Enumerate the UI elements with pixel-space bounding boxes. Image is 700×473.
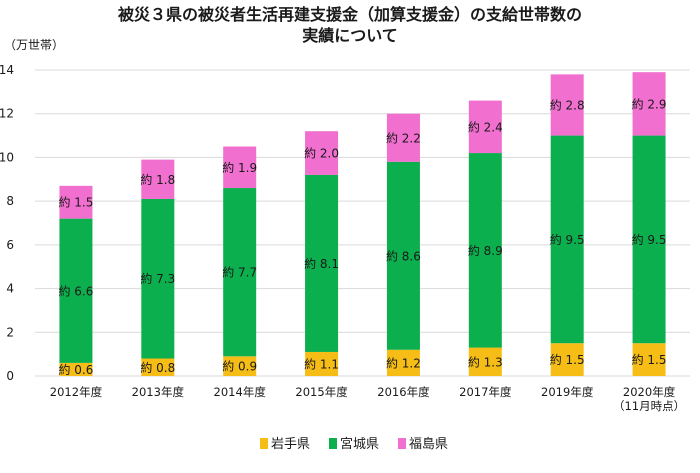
bar-福島県-6 xyxy=(550,74,584,136)
bar-宮城県-2 xyxy=(223,188,257,357)
y-tick-label-7: 14 xyxy=(0,63,14,77)
bar-宮城県-4 xyxy=(386,161,420,350)
bar-岩手県-7 xyxy=(632,343,666,376)
bar-福島県-4 xyxy=(386,113,420,162)
data-label-福島県-6: 約 2.8 xyxy=(550,97,585,112)
y-tick-label-5: 10 xyxy=(0,150,14,164)
x-tick-label-6-0: 2019年度 xyxy=(541,385,594,399)
data-label-福島県-2: 約 1.9 xyxy=(222,160,257,175)
legend-swatch-福島県 xyxy=(398,438,406,449)
x-tick-label-0-0: 2012年度 xyxy=(50,385,103,399)
legend-label-宮城県: 宮城県 xyxy=(340,436,379,452)
data-label-福島県-7: 約 2.9 xyxy=(632,96,667,111)
bar-岩手県-0 xyxy=(59,362,93,376)
x-tick-label-1-0: 2013年度 xyxy=(132,385,185,399)
x-tick-label-5-0: 2017年度 xyxy=(459,385,512,399)
data-label-岩手県-1: 約 0.8 xyxy=(140,360,175,375)
y-tick-label-4: 8 xyxy=(6,194,14,208)
y-tick-label-6: 12 xyxy=(0,107,14,121)
data-label-宮城県-3: 約 8.1 xyxy=(304,256,339,271)
data-label-福島県-1: 約 1.8 xyxy=(140,172,175,187)
legend-label-岩手県: 岩手県 xyxy=(271,437,310,452)
legend-swatch-宮城県 xyxy=(329,438,337,449)
bar-宮城県-6 xyxy=(550,135,584,344)
data-label-岩手県-4: 約 1.2 xyxy=(386,355,421,370)
bar-福島県-2 xyxy=(223,146,257,189)
bar-岩手県-1 xyxy=(141,358,175,376)
bar-宮城県-5 xyxy=(468,153,502,348)
data-label-岩手県-7: 約 1.5 xyxy=(632,352,667,367)
bar-福島県-1 xyxy=(141,159,175,199)
legend-label-福島県: 福島県 xyxy=(409,437,448,452)
data-label-福島県-3: 約 2.0 xyxy=(304,146,339,161)
data-label-岩手県-2: 約 0.9 xyxy=(222,359,257,374)
data-label-宮城県-2: 約 7.7 xyxy=(222,265,257,280)
y-tick-label-2: 4 xyxy=(6,282,14,296)
bar-岩手県-4 xyxy=(386,349,420,376)
x-tick-label-4-0: 2016年度 xyxy=(377,385,430,399)
chart-title-line-2: 実績について xyxy=(302,26,398,45)
bar-岩手県-5 xyxy=(468,347,502,376)
data-label-福島県-4: 約 2.2 xyxy=(386,130,421,145)
bar-宮城県-7 xyxy=(632,135,666,344)
bar-岩手県-2 xyxy=(223,356,257,376)
y-axis-unit: （万世帯） xyxy=(4,38,64,52)
x-tick-label-7-1: （11月時点） xyxy=(613,399,685,413)
bar-岩手県-3 xyxy=(305,351,339,376)
legend-swatch-岩手県 xyxy=(260,438,268,449)
data-label-岩手県-0: 約 0.6 xyxy=(58,362,93,377)
bar-宮城県-0 xyxy=(59,218,93,363)
bar-宮城県-1 xyxy=(141,198,175,359)
x-tick-label-3-0: 2015年度 xyxy=(295,385,348,399)
bar-福島県-5 xyxy=(468,100,502,154)
data-label-宮城県-1: 約 7.3 xyxy=(140,271,175,286)
chart-title-line-1: 被災３県の被災者生活再建支援金（加算支援金）の支給世帯数の xyxy=(118,5,582,24)
data-label-宮城県-7: 約 9.5 xyxy=(632,232,667,247)
bar-福島県-3 xyxy=(305,131,339,175)
data-label-岩手県-5: 約 1.3 xyxy=(468,354,503,369)
x-tick-label-7-0: 2020年度 xyxy=(623,385,676,399)
y-tick-label-0: 0 xyxy=(6,369,14,383)
data-label-宮城県-6: 約 9.5 xyxy=(550,232,585,247)
y-tick-label-1: 2 xyxy=(6,325,14,339)
data-label-宮城県-4: 約 8.6 xyxy=(386,248,421,263)
data-label-福島県-5: 約 2.4 xyxy=(468,119,503,134)
data-label-岩手県-6: 約 1.5 xyxy=(550,352,585,367)
bar-岩手県-6 xyxy=(550,343,584,376)
data-label-岩手県-3: 約 1.1 xyxy=(304,356,339,371)
bar-福島県-7 xyxy=(632,72,666,136)
data-label-宮城県-0: 約 6.6 xyxy=(58,283,93,298)
y-tick-label-3: 6 xyxy=(6,238,14,252)
data-label-福島県-0: 約 1.5 xyxy=(58,195,93,210)
bar-宮城県-3 xyxy=(305,174,339,352)
x-tick-label-2-0: 2014年度 xyxy=(214,385,267,399)
bar-福島県-0 xyxy=(59,185,93,219)
data-label-宮城県-5: 約 8.9 xyxy=(468,243,503,258)
